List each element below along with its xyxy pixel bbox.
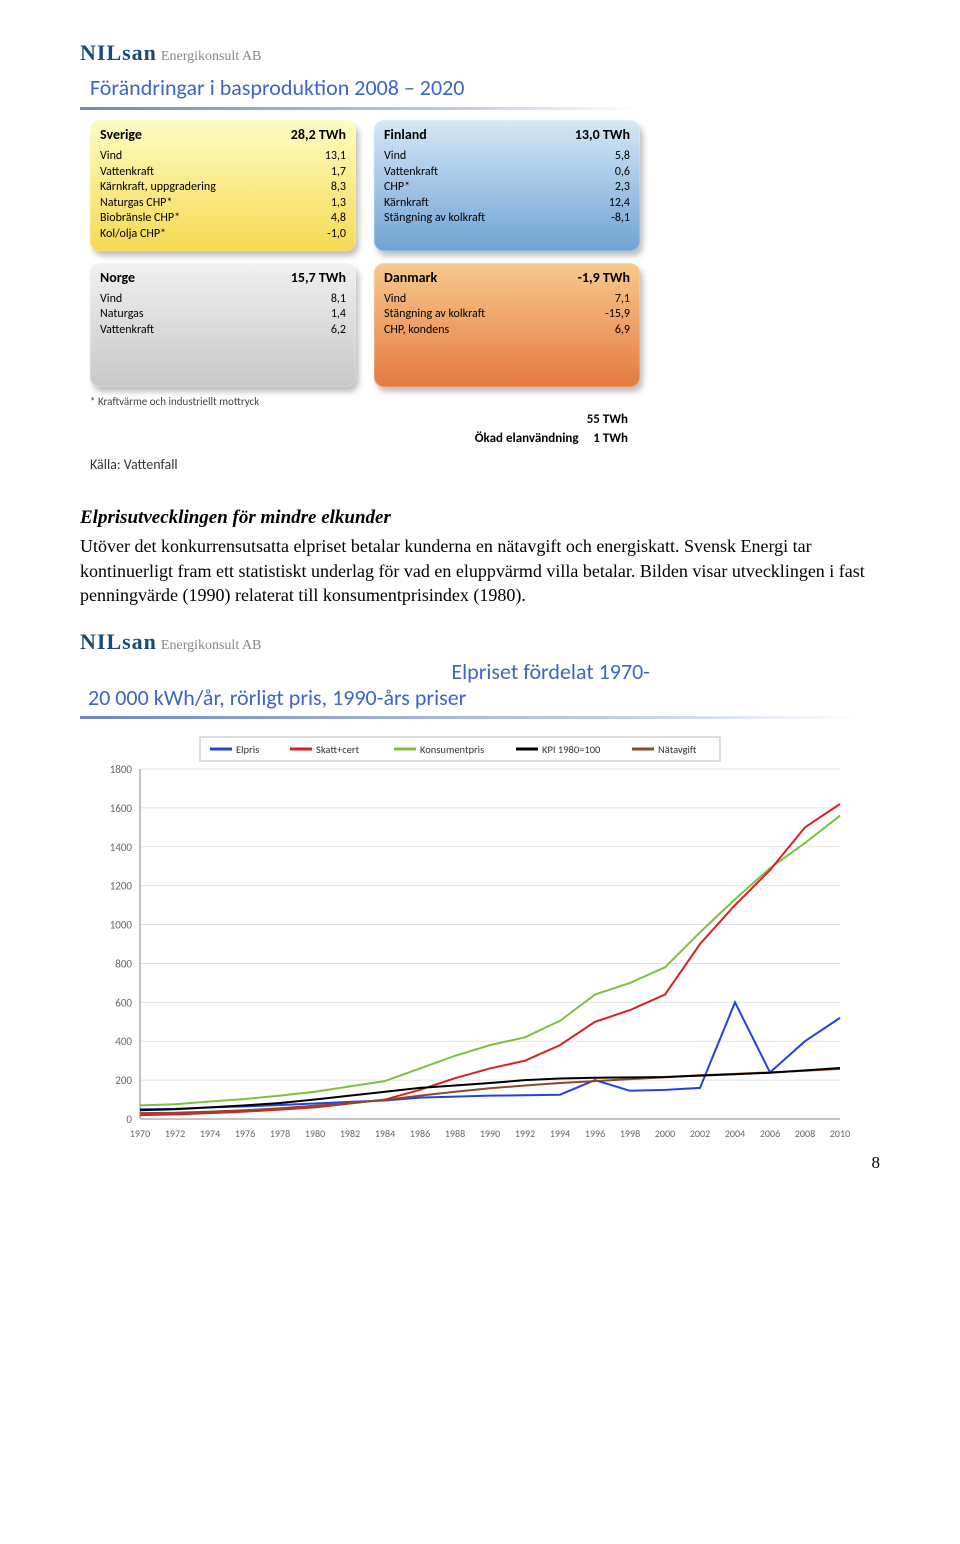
logo-sub: Energikonsult AB (161, 49, 261, 65)
svg-text:2000: 2000 (655, 1127, 675, 1140)
chart-underline (80, 716, 860, 719)
svg-text:KPI 1980=100: KPI 1980=100 (542, 743, 601, 756)
svg-text:2006: 2006 (760, 1127, 780, 1140)
country-total: 13,0 TWh (575, 126, 630, 143)
panel-fi: Finland 13,0 TWh Vind5,8Vattenkraft0,6CHP*… (374, 120, 640, 251)
svg-text:1976: 1976 (235, 1127, 255, 1140)
table-row: Biobränsle CHP*4,8 (100, 211, 346, 227)
country-total: 28,2 TWh (291, 126, 346, 143)
svg-text:1400: 1400 (110, 841, 133, 854)
svg-text:Konsumentpris: Konsumentpris (420, 743, 484, 756)
svg-text:1984: 1984 (375, 1127, 395, 1140)
country-total: 15,7 TWh (291, 269, 346, 286)
totals-row: 55 TWh (80, 410, 640, 429)
section-paragraph: Utöver det konkurrensutsatta elpriset be… (80, 534, 880, 607)
footnote: * Kraftvärme och industriellt mottryck (90, 395, 640, 408)
svg-text:2002: 2002 (690, 1127, 710, 1140)
usage-value: 1 TWh (593, 431, 628, 446)
table-row: Naturgas1,4 (100, 307, 346, 323)
svg-text:1972: 1972 (165, 1127, 185, 1140)
panel-no: Norge 15,7 TWh Vind8,1Naturgas1,4Vattenkra… (90, 263, 356, 387)
page-number: 8 (872, 1153, 881, 1173)
svg-text:1200: 1200 (110, 880, 133, 893)
svg-text:800: 800 (115, 957, 132, 970)
table-row: Vattenkraft6,2 (100, 323, 346, 339)
country-total: -1,9 TWh (578, 269, 630, 286)
panel-dk: Danmark -1,9 TWh Vind7,1Stängning av kolkr… (374, 263, 640, 387)
svg-text:600: 600 (115, 996, 132, 1009)
table-row: Stängning av kolkraft-15,9 (384, 307, 630, 323)
country-name: Norge (100, 269, 135, 286)
country-name: Sverige (100, 126, 142, 143)
svg-text:1988: 1988 (445, 1127, 465, 1140)
svg-text:1994: 1994 (550, 1127, 570, 1140)
table-row: CHP, kondens6,9 (384, 323, 630, 339)
svg-text:1970: 1970 (130, 1127, 150, 1140)
chart-elpris: NILsan Energikonsult AB Elpriset fördela… (80, 629, 860, 1159)
country-name: Finland (384, 126, 427, 143)
section-heading: Elprisutvecklingen för mindre elkunder (80, 505, 880, 531)
table-row: Vind7,1 (384, 292, 630, 308)
slide-underline (80, 107, 640, 110)
totals-value: 55 TWh (587, 412, 628, 427)
table-row: Naturgas CHP*1,3 (100, 196, 346, 212)
source-label: Källa: Vattenfall (90, 456, 640, 473)
svg-text:1000: 1000 (110, 918, 133, 931)
table-row: Vattenkraft1,7 (100, 165, 346, 181)
svg-text:1980: 1980 (305, 1127, 325, 1140)
svg-text:1998: 1998 (620, 1127, 640, 1140)
table-row: Vattenkraft0,6 (384, 165, 630, 181)
svg-text:1800: 1800 (110, 763, 133, 776)
svg-text:1986: 1986 (410, 1127, 430, 1140)
logo: NILsan Energikonsult AB (80, 629, 860, 655)
body-text: Elprisutvecklingen för mindre elkunder U… (80, 505, 880, 608)
svg-text:Skatt+cert: Skatt+cert (316, 743, 360, 756)
svg-text:2010: 2010 (830, 1127, 850, 1140)
table-row: Kärnkraft, uppgradering8,3 (100, 180, 346, 196)
logo-sub: Energikonsult AB (161, 638, 261, 654)
svg-text:200: 200 (115, 1074, 132, 1087)
line-chart: 0 200 400 600 800 1000 1200 1400 1600 1800 1970 197… (80, 729, 860, 1159)
logo-main: NILsan (80, 629, 157, 655)
svg-text:400: 400 (115, 1035, 132, 1048)
svg-text:0: 0 (126, 1113, 132, 1126)
table-row: Stängning av kolkraft-8,1 (384, 211, 630, 227)
table-row: Vind5,8 (384, 149, 630, 165)
slide-baseload-changes: NILsan Energikonsult AB Förändringar i b… (80, 40, 640, 473)
svg-text:1978: 1978 (270, 1127, 290, 1140)
panel-sv: Sverige 28,2 TWh Vind13,1Vattenkraft1,7Kär… (90, 120, 356, 251)
svg-text:2008: 2008 (795, 1127, 815, 1140)
table-row: Vind8,1 (100, 292, 346, 308)
slide-title: Förändringar i basproduktion 2008 – 2020 (80, 70, 640, 107)
table-row: Kol/olja CHP*-1,0 (100, 227, 346, 243)
table-row: Kärnkraft12,4 (384, 196, 630, 212)
table-row: CHP*2,3 (384, 180, 630, 196)
country-name: Danmark (384, 269, 437, 286)
svg-text:1992: 1992 (515, 1127, 535, 1140)
usage-row: Ökad elanvändning 1 TWh (80, 429, 640, 448)
svg-text:Nätavgift: Nätavgift (658, 743, 697, 756)
svg-text:1996: 1996 (585, 1127, 605, 1140)
svg-text:1600: 1600 (110, 802, 133, 815)
svg-text:1990: 1990 (480, 1127, 500, 1140)
svg-text:2004: 2004 (725, 1127, 745, 1140)
chart-title-2: 20 000 kWh/år, rörligt pris, 1990-års pr… (88, 685, 860, 711)
logo-main: NILsan (80, 40, 157, 66)
chart-title-1: Elpriset fördelat 1970- (88, 659, 860, 685)
logo: NILsan Energikonsult AB (80, 40, 640, 66)
table-row: Vind13,1 (100, 149, 346, 165)
svg-text:Elpris: Elpris (236, 743, 259, 756)
svg-text:1974: 1974 (200, 1127, 220, 1140)
svg-text:1982: 1982 (340, 1127, 360, 1140)
usage-label: Ökad elanvändning (475, 431, 579, 446)
country-panels: Sverige28,2 TWhVind13,1Vattenkraft1,7Kär… (80, 120, 640, 387)
